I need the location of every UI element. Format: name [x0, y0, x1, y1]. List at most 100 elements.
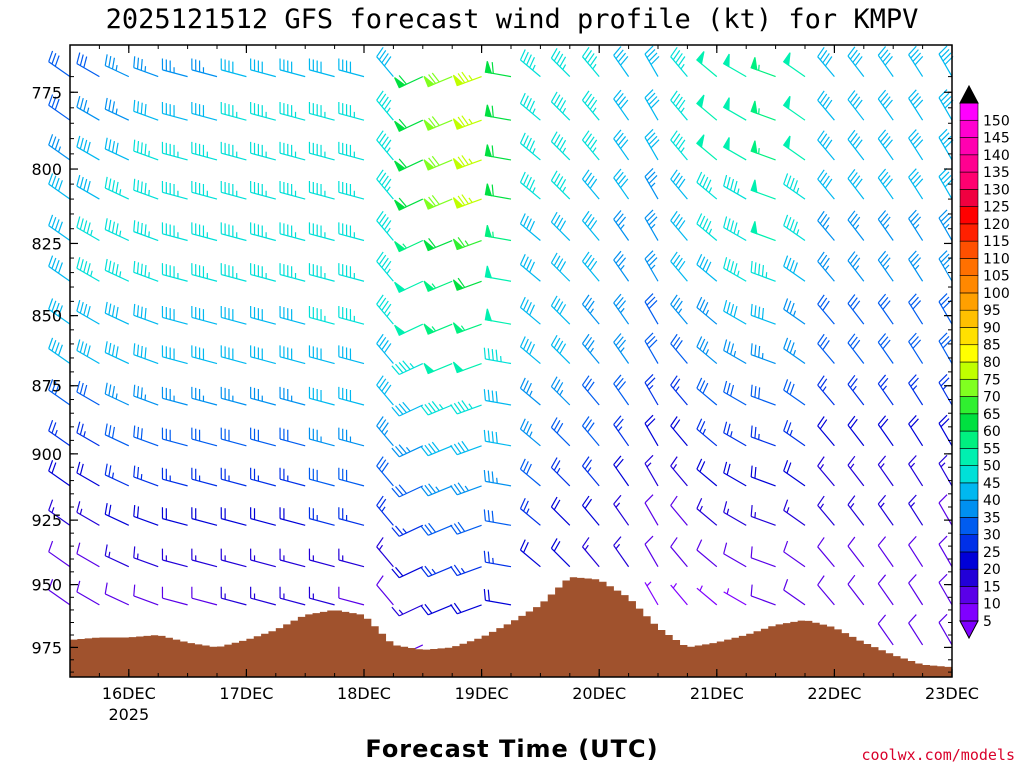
- wind-barb: [723, 216, 747, 242]
- wind-barb: [550, 295, 571, 325]
- colorbar-tick-label: 95: [983, 303, 1001, 319]
- wind-barb: [338, 263, 365, 282]
- colorbar-tick-label: 30: [983, 528, 1001, 544]
- wind-barb: [308, 102, 335, 121]
- y-tick-label: 850: [31, 307, 62, 326]
- x-tick-label: 16DEC: [102, 684, 156, 703]
- wind-barb: [133, 260, 159, 282]
- wind-barb: [722, 53, 747, 78]
- wind-barb: [644, 128, 660, 161]
- wind-barb: [376, 575, 394, 606]
- wind-barb: [581, 333, 600, 364]
- x-tick-label: 21DEC: [690, 684, 744, 703]
- wind-barb: [750, 57, 776, 78]
- wind-barb: [484, 265, 512, 282]
- wind-barb: [581, 537, 600, 568]
- wind-barb: [48, 337, 71, 365]
- wind-barb: [161, 306, 188, 325]
- wind-barb: [783, 173, 806, 200]
- wind-barb: [783, 214, 806, 242]
- colorbar-bin: [959, 344, 979, 363]
- wind-barb: [670, 416, 688, 447]
- wind-barb: [191, 467, 218, 487]
- wind-barb: [750, 303, 776, 325]
- wind-barb: [877, 333, 894, 364]
- wind-barb: [191, 102, 218, 121]
- wind-barb: [483, 389, 512, 406]
- wind-barb: [817, 169, 835, 200]
- colorbar-bin: [959, 603, 979, 622]
- wind-barb: [161, 386, 188, 406]
- wind-barb: [420, 483, 453, 497]
- wind-barb: [613, 333, 630, 364]
- colorbar-tick-label: 140: [983, 148, 1010, 164]
- wind-barb: [550, 334, 571, 364]
- wind-barb: [133, 425, 159, 447]
- wind-barb: [908, 415, 924, 447]
- x-tick-label: 19DEC: [455, 684, 509, 703]
- wind-barb: [394, 197, 424, 211]
- wind-barb: [308, 548, 335, 568]
- wind-barb: [338, 306, 365, 325]
- y-tick-label: 975: [31, 638, 62, 657]
- wind-barb: [750, 584, 776, 606]
- wind-barb: [484, 183, 512, 200]
- wind-barb: [877, 415, 894, 447]
- wind-barb: [376, 251, 394, 282]
- wind-barb: [338, 386, 365, 406]
- chart-title: 2025121512 GFS forecast wind profile (kt…: [106, 4, 919, 35]
- wind-barb: [696, 253, 718, 282]
- wind-barb: [279, 141, 306, 161]
- wind-barb: [391, 360, 424, 376]
- wind-barb: [420, 400, 453, 416]
- wind-barb: [420, 441, 453, 457]
- wind-barb: [76, 96, 100, 121]
- wind-barb: [908, 168, 924, 200]
- colorbar-bin: [959, 102, 979, 121]
- wind-barb: [938, 293, 953, 325]
- wind-barb: [581, 416, 600, 447]
- wind-barb: [519, 213, 541, 241]
- wind-barb: [220, 586, 247, 606]
- wind-barb: [452, 71, 482, 87]
- wind-barb: [581, 90, 600, 121]
- wind-barb: [250, 141, 276, 161]
- wind-barb: [847, 210, 865, 241]
- wind-barb: [581, 375, 600, 406]
- wind-barb: [817, 456, 835, 487]
- colorbar-bin: [959, 517, 979, 535]
- wind-barb: [847, 169, 865, 200]
- wind-barb: [48, 255, 71, 282]
- colorbar-bin: [959, 448, 979, 466]
- wind-barb: [338, 102, 365, 121]
- wind-barb: [104, 97, 130, 121]
- wind-barb: [104, 423, 130, 447]
- wind-barb: [376, 169, 394, 200]
- wind-barb: [104, 582, 130, 606]
- colorbar-tick-label: 70: [983, 390, 1001, 406]
- wind-barb: [450, 482, 482, 496]
- wind-barb: [452, 361, 482, 374]
- colorbar-bin: [959, 465, 979, 484]
- wind-barb: [938, 45, 954, 77]
- wind-barb: [908, 574, 924, 606]
- wind-barb: [376, 495, 394, 526]
- wind-barb: [133, 139, 159, 161]
- wind-barb: [908, 89, 924, 121]
- x-tick-label: 22DEC: [807, 684, 861, 703]
- wind-barb: [220, 58, 247, 78]
- wind-barbs-layer: [48, 45, 954, 657]
- colorbar-bottom-arrow: [959, 620, 979, 640]
- wind-barb: [938, 454, 953, 487]
- wind-barb: [581, 456, 600, 487]
- wind-barb: [450, 602, 482, 615]
- wind-barb: [279, 222, 306, 242]
- wind-barb: [250, 427, 276, 447]
- wind-barb: [250, 263, 276, 282]
- wind-barb: [938, 250, 953, 282]
- wind-barb: [161, 58, 188, 78]
- wind-barb: [250, 222, 276, 242]
- wind-barb: [161, 141, 188, 161]
